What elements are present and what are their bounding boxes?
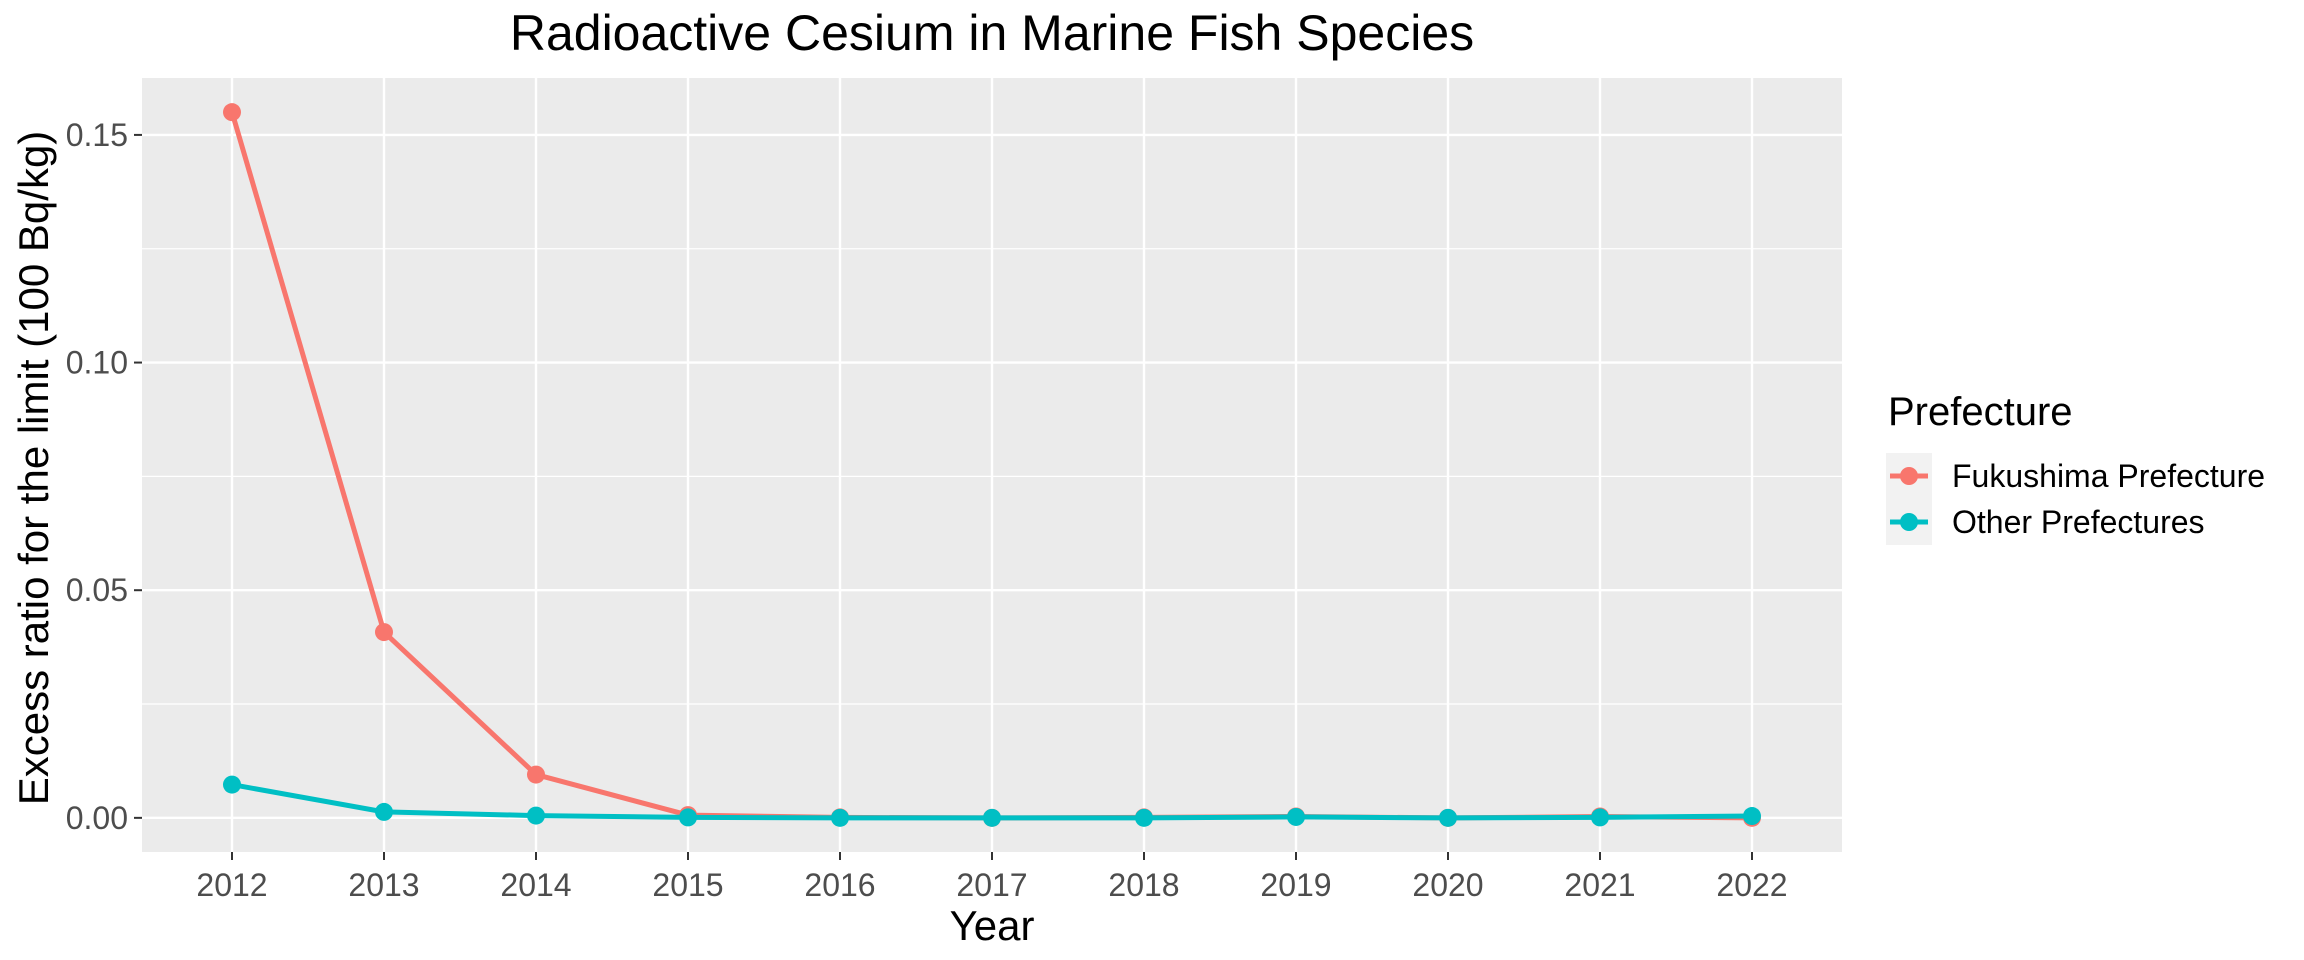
legend-label: Other Prefectures [1952,504,2205,540]
y-tick-label: 0.15 [66,117,128,153]
data-point [831,808,849,827]
y-tick-label: 0.00 [66,800,128,836]
x-tick-label: 2021 [1564,867,1635,903]
plot-panel [142,78,1842,852]
series-other-prefectures [223,775,1761,827]
legend-label: Fukushima Prefecture [1952,458,2265,494]
x-tick-label: 2020 [1412,867,1483,903]
data-point [527,765,545,784]
legend-item: Other Prefectures [1886,499,2205,545]
data-point [1287,807,1305,826]
x-tick-label: 2013 [348,867,419,903]
x-tick-label: 2016 [804,867,875,903]
legend-key-point [1900,467,1918,485]
data-point [375,802,393,821]
y-tick-label: 0.10 [66,345,128,381]
x-tick-label: 2014 [500,867,571,903]
x-tick-label: 2017 [956,867,1027,903]
x-tick-label: 2018 [1108,867,1179,903]
data-point [1135,808,1153,827]
data-point [527,806,545,825]
x-axis-title: Year [950,902,1035,949]
tick-layer: 0.00 0.05 0.10 0.15 2012 2013 2014 2015 2016 2017… [66,117,1788,903]
legend-key-point [1900,513,1918,531]
data-point [1591,808,1609,827]
data-point [375,623,393,642]
y-axis-title: Excess ratio for the limit (100 Bq/kg) [10,131,57,806]
data-point [223,775,241,794]
y-tick-label: 0.05 [66,572,128,608]
x-tick-label: 2015 [652,867,723,903]
x-tick-label: 2019 [1260,867,1331,903]
data-point [1743,807,1761,826]
legend: Prefecture Fukushima Prefecture Other Pre… [1886,390,2265,545]
data-point [223,103,241,122]
x-tick-label: 2022 [1716,867,1787,903]
data-point [1439,808,1457,827]
data-point [679,808,697,827]
legend-item: Fukushima Prefecture [1886,453,2265,499]
chart-title: Radioactive Cesium in Marine Fish Specie… [510,5,1474,61]
data-point [983,808,1001,827]
series-layer [223,103,1761,827]
legend-items: Fukushima Prefecture Other Prefectures [1886,453,2265,545]
x-tick-label: 2012 [196,867,267,903]
legend-title: Prefecture [1888,390,2073,434]
